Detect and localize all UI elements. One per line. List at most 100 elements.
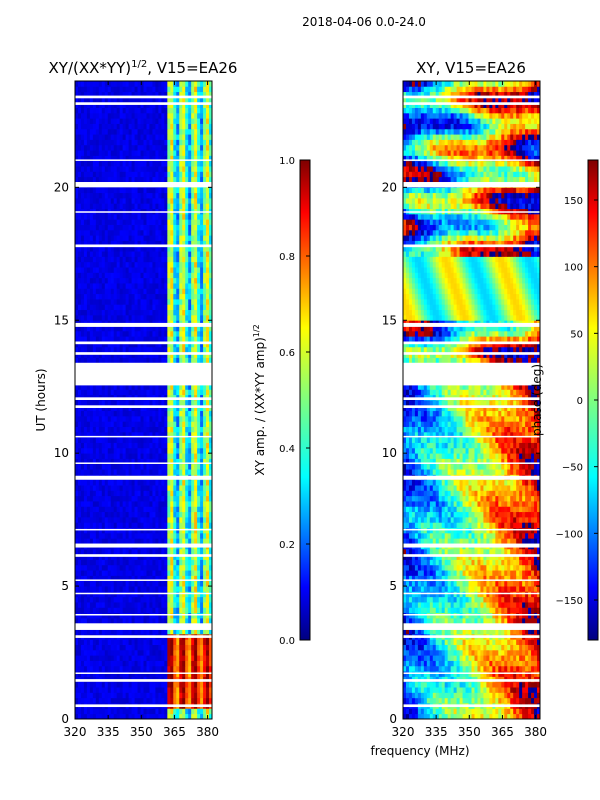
amp-cell [137, 277, 141, 284]
amp-cell [194, 256, 198, 263]
amp-cell [149, 665, 153, 672]
amp-cell [101, 681, 106, 688]
amp-cell [137, 410, 141, 417]
amp-cell [191, 251, 195, 257]
amp-cell [122, 527, 127, 534]
amp-cell [125, 506, 130, 513]
amp-cell [182, 687, 186, 693]
amp-cell [77, 160, 82, 167]
amp-cell [164, 192, 168, 199]
amp-cell [83, 671, 88, 677]
amp-cell [95, 628, 100, 635]
amp-cell [77, 410, 82, 417]
amp-cell [203, 586, 207, 592]
amp-cell [188, 245, 192, 252]
amp-cell [200, 532, 204, 539]
amp-cell [197, 453, 201, 459]
amp-cell [206, 602, 210, 608]
amp-cell [200, 495, 204, 502]
amp-cell [152, 660, 156, 667]
amp-cell [86, 527, 91, 534]
amp-cell [149, 564, 153, 571]
amp-cell [185, 229, 189, 236]
amp-cell [179, 336, 183, 342]
amp-cell [176, 564, 180, 571]
amp-cell [182, 713, 186, 720]
amp-cell [176, 644, 180, 651]
amp-cell [143, 197, 147, 204]
amp-cell [167, 469, 171, 475]
amp-cell [125, 267, 130, 273]
amp-cell [182, 458, 186, 465]
amp-cell [116, 458, 121, 465]
amp-cell [185, 437, 189, 443]
amp-cell [134, 405, 138, 412]
amp-cell [83, 346, 88, 353]
amp-cell [164, 501, 168, 507]
amp-cell [113, 415, 118, 422]
amp-cell [164, 384, 168, 390]
amp-cell [83, 352, 88, 358]
amp-cell [143, 298, 147, 305]
amp-cell [173, 229, 177, 236]
amp-cell [104, 139, 109, 146]
amp-cell [119, 655, 124, 661]
amp-cell [143, 681, 147, 688]
amp-cell [110, 272, 115, 279]
amp-cell [80, 501, 85, 507]
amp-cell [75, 314, 79, 321]
amp-cell [95, 671, 100, 677]
amp-cell [101, 357, 106, 364]
amp-cell [203, 314, 207, 321]
amp-cell [197, 490, 201, 497]
amp-cell [107, 469, 112, 475]
amp-cell [152, 692, 156, 699]
amp-cell [209, 501, 213, 507]
amp-cell [179, 341, 183, 348]
amp-cell [110, 681, 115, 688]
amp-cell [161, 203, 165, 209]
amp-cell [116, 708, 121, 715]
amp-cell [197, 384, 201, 390]
amp-cell [170, 283, 174, 289]
amp-cell [131, 564, 135, 571]
amp-cell [155, 410, 159, 417]
amp-cell [164, 548, 168, 555]
amp-cell [122, 559, 127, 566]
amp-cell [77, 692, 82, 699]
amp-cell [116, 261, 121, 268]
amp-cell [200, 309, 204, 316]
amp-cell [80, 245, 85, 252]
amp-cell [206, 501, 210, 507]
amp-cell [134, 298, 138, 305]
amp-cell [206, 277, 210, 284]
amp-cell [206, 655, 210, 661]
amp-cell [95, 591, 100, 598]
amp-cell [209, 469, 213, 475]
amp-cell [104, 197, 109, 204]
amp-cell [140, 559, 144, 566]
amp-cell [128, 708, 132, 715]
amp-cell [200, 570, 204, 576]
amp-cell [95, 405, 100, 412]
amp-cell [188, 336, 192, 342]
amp-cell [194, 554, 198, 560]
amp-cell [116, 245, 121, 252]
amp-cell [116, 325, 121, 332]
amp-cell [197, 501, 201, 507]
amp-cell [122, 671, 127, 677]
amp-cell [110, 665, 115, 672]
amp-cell [176, 596, 180, 603]
amp-cell [75, 288, 79, 295]
amp-cell [89, 203, 94, 209]
amp-cell [209, 554, 213, 560]
amp-cell [101, 527, 106, 534]
amp-cell [170, 575, 174, 582]
amp-cell [155, 400, 159, 406]
amp-cell [194, 277, 198, 284]
amp-cell [170, 458, 174, 465]
amp-cell [113, 405, 118, 412]
amp-cell [206, 261, 210, 268]
amp-cell [107, 346, 112, 353]
